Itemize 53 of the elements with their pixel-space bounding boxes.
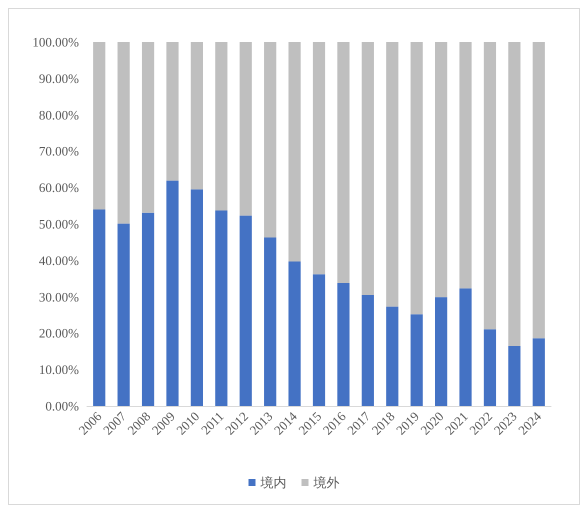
bar	[532, 338, 545, 406]
bar	[190, 189, 203, 406]
bar	[118, 42, 130, 224]
bar	[142, 42, 154, 213]
y-tick-label: 30.00%	[38, 289, 80, 304]
y-tick-label: 60.00%	[38, 180, 80, 196]
y-tick-label: 90.00%	[38, 70, 80, 86]
bar	[386, 306, 398, 406]
bar	[435, 42, 448, 298]
bar	[362, 294, 374, 406]
bar	[118, 224, 130, 406]
bar	[215, 42, 228, 211]
bar	[215, 210, 228, 406]
bar	[508, 42, 520, 346]
bar	[240, 42, 252, 216]
bar	[240, 216, 252, 406]
bar	[410, 42, 423, 314]
bar	[508, 346, 520, 406]
bar	[264, 42, 276, 238]
bar	[337, 42, 350, 283]
bar	[435, 297, 448, 406]
y-tick-label: 80.00%	[38, 107, 80, 122]
bar	[484, 329, 496, 406]
y-tick-label: 70.00%	[38, 144, 80, 159]
bar	[312, 42, 326, 274]
y-tick-label: 50.00%	[38, 216, 80, 232]
y-tick-label: 0.00%	[45, 398, 80, 414]
bar	[93, 42, 106, 210]
y-tick-label: 100.00%	[32, 34, 80, 50]
bar	[166, 42, 179, 181]
bar	[484, 42, 496, 330]
bar	[459, 288, 472, 406]
bar	[288, 261, 301, 406]
bar	[166, 180, 179, 406]
y-tick-label: 40.00%	[38, 252, 80, 268]
legend-label: 境内	[260, 475, 286, 490]
bar	[264, 237, 276, 406]
bar	[410, 314, 423, 406]
y-tick-label: 10.00%	[38, 362, 80, 378]
bar	[532, 42, 545, 338]
x-tick-label: 2021	[442, 408, 471, 438]
legend-label: 境外	[312, 475, 340, 490]
bar	[142, 212, 154, 406]
bar	[190, 42, 203, 190]
bar	[93, 209, 106, 406]
bar	[288, 42, 301, 262]
bar	[459, 42, 472, 288]
bar	[312, 274, 326, 406]
y-tick-label: 20.00%	[38, 326, 80, 341]
bar	[337, 282, 350, 406]
bar	[362, 42, 374, 295]
bar	[386, 42, 398, 307]
x-tick-label: 2011	[198, 408, 227, 438]
